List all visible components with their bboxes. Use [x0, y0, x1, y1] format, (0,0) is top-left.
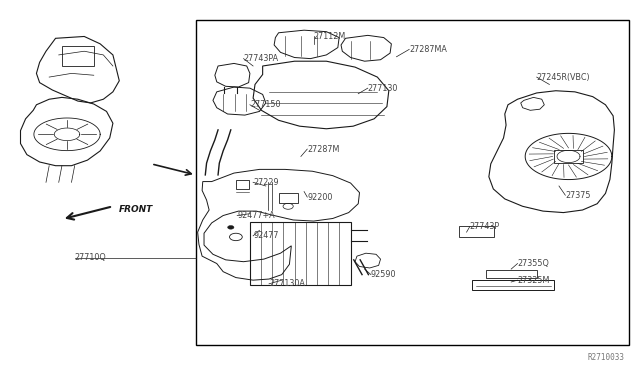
- Text: 277130A: 277130A: [269, 279, 305, 288]
- Text: 27743PA: 27743PA: [244, 54, 278, 63]
- Text: 27229: 27229: [253, 178, 278, 187]
- Text: 277150: 277150: [250, 100, 280, 109]
- Text: 27325M: 27325M: [518, 276, 550, 285]
- Text: 92477+A: 92477+A: [237, 211, 275, 220]
- Circle shape: [228, 225, 234, 229]
- Text: FRONT: FRONT: [119, 205, 154, 215]
- Text: 27743P: 27743P: [470, 222, 500, 231]
- Bar: [486, 270, 537, 278]
- Text: 92590: 92590: [371, 270, 396, 279]
- Bar: [278, 193, 298, 203]
- Bar: [62, 46, 94, 66]
- Text: 27710Q: 27710Q: [75, 253, 106, 263]
- Bar: [196, 20, 629, 345]
- Bar: [250, 222, 351, 285]
- Text: 27287MA: 27287MA: [409, 45, 447, 54]
- Text: 27245R(VBC): 27245R(VBC): [537, 73, 590, 81]
- Text: 27355Q: 27355Q: [518, 259, 549, 268]
- Text: 277130: 277130: [368, 84, 398, 93]
- Bar: [236, 180, 248, 189]
- Bar: [472, 280, 554, 290]
- Text: 27375: 27375: [565, 191, 591, 200]
- Bar: [554, 150, 582, 163]
- Text: 27112M: 27112M: [314, 32, 346, 41]
- Text: 92477: 92477: [253, 231, 278, 240]
- Bar: [459, 226, 494, 237]
- Text: 27287M: 27287M: [307, 145, 340, 154]
- Text: 92200: 92200: [307, 193, 333, 202]
- Text: R2710033: R2710033: [588, 353, 625, 362]
